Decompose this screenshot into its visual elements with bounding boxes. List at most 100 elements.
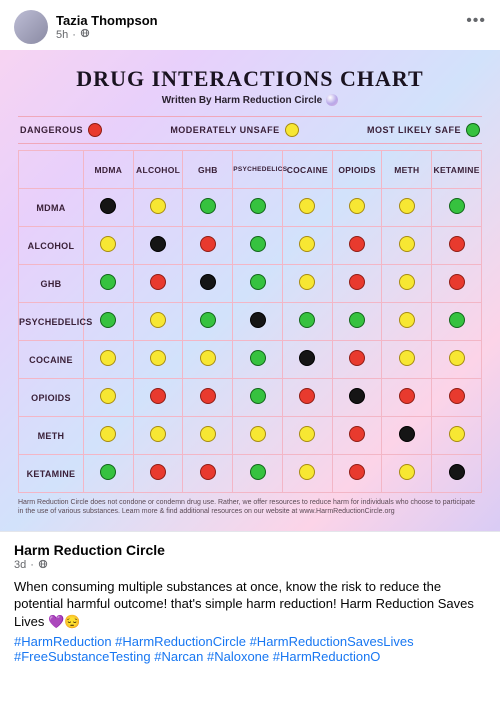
matrix-cell	[133, 189, 183, 227]
status-dot	[399, 312, 415, 328]
status-dot	[150, 236, 166, 252]
status-dot	[100, 464, 116, 480]
matrix-cell	[432, 303, 482, 341]
more-options-icon[interactable]: •••	[466, 12, 486, 30]
matrix-cell	[83, 227, 133, 265]
globe-icon[interactable]	[80, 28, 90, 41]
matrix-cell	[183, 455, 233, 493]
legend-label: DANGEROUS	[20, 125, 83, 135]
shared-body: When consuming multiple substances at on…	[14, 578, 486, 631]
row-header: MDMA	[19, 189, 84, 227]
matrix-cell	[133, 303, 183, 341]
hashtag-link[interactable]: #Narcan	[154, 649, 203, 664]
legend-item: MODERATELY UNSAFE	[170, 123, 298, 137]
matrix-cell	[332, 379, 382, 417]
hashtag-link[interactable]: #HarmReductionCircle	[115, 634, 246, 649]
matrix-cell	[332, 455, 382, 493]
matrix-cell	[133, 417, 183, 455]
post-time[interactable]: 5h	[56, 29, 68, 41]
matrix-cell	[133, 455, 183, 493]
status-dot	[449, 464, 465, 480]
status-dot	[250, 426, 266, 442]
hashtags: #HarmReduction #HarmReductionCircle #Har…	[14, 634, 486, 664]
status-dot	[200, 274, 216, 290]
matrix-cell	[282, 417, 332, 455]
chart-subtitle-text: Written By Harm Reduction Circle	[162, 95, 322, 106]
status-dot	[250, 464, 266, 480]
matrix-cell	[382, 417, 432, 455]
globe-icon[interactable]	[38, 559, 48, 572]
table-row: PSYCHEDELICS	[19, 303, 482, 341]
row-header: OPIOIDS	[19, 379, 84, 417]
legend-item: DANGEROUS	[20, 123, 102, 137]
corner-cell	[19, 151, 84, 189]
shared-time[interactable]: 3d	[14, 559, 26, 571]
status-dot	[349, 426, 365, 442]
matrix-cell	[382, 341, 432, 379]
status-dot	[250, 350, 266, 366]
social-post: Tazia Thompson 5h · ••• DRUG INTERACTION…	[0, 0, 500, 676]
matrix-cell	[332, 341, 382, 379]
matrix-cell	[133, 265, 183, 303]
status-dot	[150, 274, 166, 290]
matrix-cell	[233, 227, 283, 265]
matrix-cell	[83, 455, 133, 493]
status-dot	[299, 426, 315, 442]
status-dot	[150, 198, 166, 214]
status-dot	[349, 274, 365, 290]
status-dot	[399, 350, 415, 366]
status-dot	[299, 274, 315, 290]
column-header: KETAMINE	[432, 151, 482, 189]
poster-name[interactable]: Tazia Thompson	[56, 13, 158, 28]
row-header: METH	[19, 417, 84, 455]
shared-card: Harm Reduction Circle 3d · When consumin…	[0, 531, 500, 677]
status-dot	[349, 388, 365, 404]
legend-item: MOST LIKELY SAFE	[367, 123, 480, 137]
row-header: GHB	[19, 265, 84, 303]
status-dot	[399, 426, 415, 442]
matrix-cell	[83, 265, 133, 303]
matrix-cell	[332, 227, 382, 265]
legend-label: MOST LIKELY SAFE	[367, 125, 461, 135]
status-dot	[150, 388, 166, 404]
status-dot	[449, 388, 465, 404]
table-row: MDMA	[19, 189, 482, 227]
column-header: MDMA	[83, 151, 133, 189]
matrix-cell	[183, 265, 233, 303]
matrix-cell	[233, 455, 283, 493]
hashtag-link[interactable]: #FreeSubstanceTesting	[14, 649, 151, 664]
hashtag-link[interactable]: #HarmReduction	[14, 634, 112, 649]
orb-icon	[326, 94, 338, 106]
matrix-cell	[332, 265, 382, 303]
status-dot	[399, 464, 415, 480]
matrix-cell	[382, 455, 432, 493]
chart-infographic[interactable]: DRUG INTERACTIONS CHART Written By Harm …	[0, 50, 500, 531]
table-row: COCAINE	[19, 341, 482, 379]
status-dot	[449, 426, 465, 442]
matrix-cell	[233, 265, 283, 303]
status-dot	[399, 198, 415, 214]
table-row: GHB	[19, 265, 482, 303]
status-dot	[299, 388, 315, 404]
hashtag-link[interactable]: #Naloxone	[207, 649, 269, 664]
status-dot	[449, 236, 465, 252]
matrix-cell	[233, 417, 283, 455]
column-header: ALCOHOL	[133, 151, 183, 189]
status-dot	[250, 274, 266, 290]
matrix-cell	[282, 227, 332, 265]
matrix-cell	[382, 265, 432, 303]
hashtag-link[interactable]: #HarmReductionSavesLives	[250, 634, 414, 649]
matrix-cell	[382, 303, 432, 341]
matrix-cell	[282, 341, 332, 379]
status-dot	[449, 350, 465, 366]
matrix-cell	[382, 189, 432, 227]
legend-dot	[88, 123, 102, 137]
avatar[interactable]	[14, 10, 48, 44]
shared-page-name[interactable]: Harm Reduction Circle	[14, 542, 486, 558]
matrix-cell	[233, 379, 283, 417]
post-meta: 5h ·	[56, 28, 158, 41]
matrix-cell	[282, 189, 332, 227]
status-dot	[100, 312, 116, 328]
row-header: KETAMINE	[19, 455, 84, 493]
hashtag-link[interactable]: #HarmReductionO	[273, 649, 381, 664]
